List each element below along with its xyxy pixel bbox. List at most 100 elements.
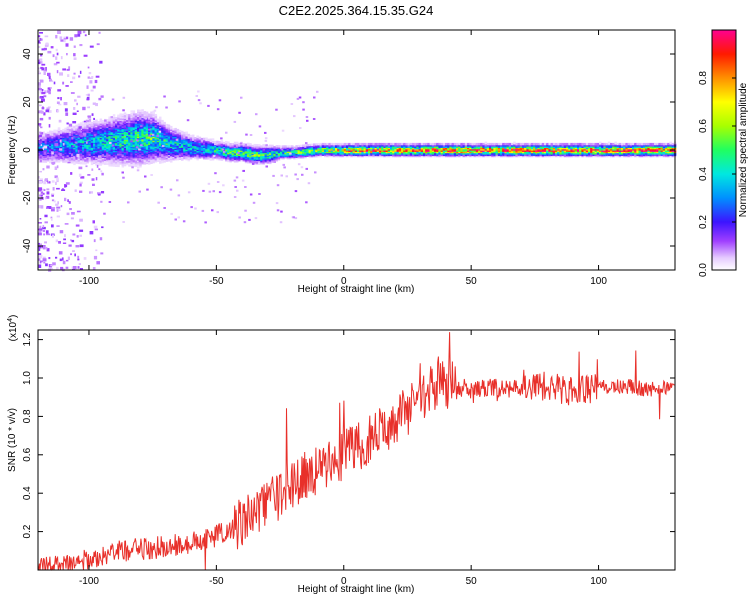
heatmap-cell xyxy=(75,133,78,137)
heatmap-cell xyxy=(304,148,307,151)
heatmap-cell xyxy=(86,147,89,151)
heatmap-cell xyxy=(141,159,144,162)
heatmap-cell xyxy=(255,160,259,163)
heatmap-cell xyxy=(121,126,125,130)
heatmap-cell xyxy=(139,145,142,148)
heatmap-cell xyxy=(172,141,175,144)
heatmap-cell xyxy=(163,132,166,135)
heatmap-cell xyxy=(152,127,155,131)
heatmap-cell xyxy=(262,150,265,154)
heatmap-cell xyxy=(610,153,613,156)
heatmap-cell xyxy=(121,163,125,167)
heatmap-cell xyxy=(438,152,441,155)
heatmap-cell xyxy=(326,150,329,154)
heatmap-cell xyxy=(258,149,261,152)
heatmap-cell xyxy=(139,132,142,135)
heatmap-cell xyxy=(194,154,197,157)
heatmap-cell xyxy=(409,154,413,158)
heatmap-cell xyxy=(119,160,122,164)
heatmap-cell xyxy=(284,151,287,155)
heatmap-cell xyxy=(112,140,116,143)
heatmap-cell xyxy=(601,150,604,154)
heatmap-cell xyxy=(205,145,208,148)
heatmap-cell xyxy=(513,142,516,146)
heatmap-cell xyxy=(62,139,65,142)
heatmap-cell xyxy=(119,137,122,140)
heatmap-cell xyxy=(152,139,155,143)
heatmap-cell xyxy=(236,145,239,149)
heatmap-cell xyxy=(187,137,191,141)
heatmap-cell xyxy=(141,119,144,123)
heatmap-noise-cell xyxy=(43,261,46,264)
heatmap-cell xyxy=(546,144,549,147)
heatmap-noise-cell xyxy=(38,264,42,268)
heatmap-cell xyxy=(627,148,631,151)
heatmap-cell xyxy=(632,149,635,152)
heatmap-cell xyxy=(38,145,41,148)
heatmap-cell xyxy=(491,142,494,146)
heatmap-cell xyxy=(326,149,329,152)
heatmap-cell xyxy=(134,131,138,135)
heatmap-cell xyxy=(308,153,312,156)
heatmap-cell xyxy=(284,148,287,151)
heatmap-cell xyxy=(137,109,140,112)
heatmap-cell xyxy=(374,154,378,158)
heatmap-cell xyxy=(365,152,369,155)
heatmap-cell xyxy=(297,148,301,152)
heatmap-cell xyxy=(46,150,50,153)
heatmap-cell xyxy=(306,146,309,150)
heatmap-cell xyxy=(471,150,474,154)
heatmap-cell xyxy=(429,154,433,158)
heatmap-noise-cell xyxy=(40,191,44,194)
heatmap-cell xyxy=(401,152,404,155)
heatmap-cell xyxy=(515,142,518,146)
heatmap-cell xyxy=(447,146,450,150)
heatmap-cell xyxy=(172,146,175,150)
heatmap-cell xyxy=(172,134,175,138)
heatmap-cell xyxy=(238,154,241,158)
heatmap-cell xyxy=(592,146,595,150)
heatmap-noise-cell xyxy=(285,175,288,178)
heatmap-cell xyxy=(97,142,100,145)
heatmap-cell xyxy=(57,153,61,157)
heatmap-cell xyxy=(482,150,485,154)
heatmap-cell xyxy=(126,157,129,160)
heatmap-noise-cell xyxy=(305,116,309,118)
heatmap-cell xyxy=(123,144,127,147)
heatmap-cell xyxy=(614,146,617,150)
heatmap-cell xyxy=(372,145,375,148)
heatmap-cell xyxy=(407,152,411,155)
heatmap-cell xyxy=(236,147,239,150)
heatmap-cell xyxy=(108,158,111,162)
heatmap-cell xyxy=(638,149,642,152)
heatmap-cell xyxy=(104,147,107,151)
heatmap-cell xyxy=(394,150,397,154)
heatmap-noise-cell xyxy=(197,90,200,93)
heatmap-cell xyxy=(295,157,298,160)
heatmap-cell xyxy=(86,132,89,135)
heatmap-cell xyxy=(429,146,433,150)
heatmap-cell xyxy=(462,142,466,146)
heatmap-cell xyxy=(407,153,411,156)
heatmap-cell xyxy=(60,145,63,149)
heatmap-cell xyxy=(209,138,213,141)
heatmap-cell xyxy=(273,154,276,157)
heatmap-cell xyxy=(73,133,76,137)
heatmap-cell xyxy=(90,123,94,126)
heatmap-cell xyxy=(148,162,151,165)
heatmap-noise-cell xyxy=(55,56,58,60)
heatmap-cell xyxy=(211,150,215,153)
heatmap-cell xyxy=(326,142,329,146)
heatmap-noise-cell xyxy=(240,96,243,99)
heatmap-cell xyxy=(341,150,345,154)
heatmap-cell xyxy=(643,144,646,147)
heatmap-cell xyxy=(610,152,613,155)
heatmap-cell xyxy=(271,151,274,154)
heatmap-cell xyxy=(240,148,243,151)
heatmap-cell xyxy=(383,144,386,147)
heatmap-cell xyxy=(401,144,404,147)
heatmap-cell xyxy=(313,148,316,152)
heatmap-cell xyxy=(269,147,272,150)
heatmap-cell xyxy=(104,161,107,164)
heatmap-cell xyxy=(319,150,323,154)
